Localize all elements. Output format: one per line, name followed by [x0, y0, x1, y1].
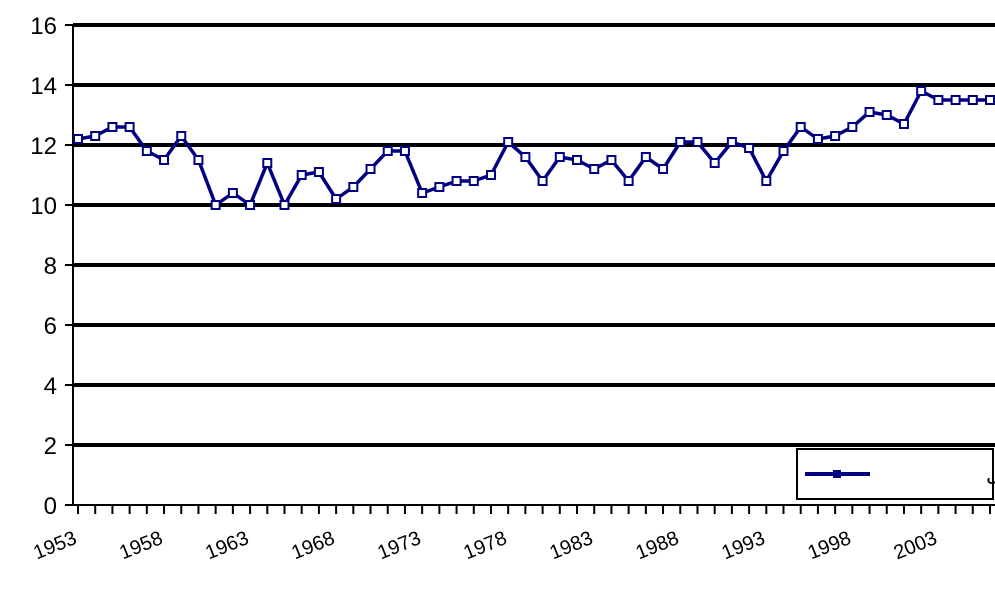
y-tick-label: 10: [30, 193, 57, 220]
x-tick-label: 1973: [375, 527, 425, 564]
data-point: [795, 122, 806, 132]
data-point: [503, 137, 514, 147]
y-tick-label: 16: [30, 13, 57, 40]
x-tick-label: 1988: [633, 527, 683, 564]
data-point: [468, 176, 479, 186]
data-point: [520, 152, 531, 162]
data-point: [348, 182, 359, 192]
y-tick-labels: 0 2 4 6 8 10 12 14 16: [30, 13, 57, 520]
data-point: [537, 176, 548, 186]
data-point: [898, 119, 909, 129]
data-point: [159, 155, 170, 165]
series-line-0: [77, 89, 990, 207]
gridlines: [73, 23, 995, 447]
data-point: [709, 158, 720, 168]
x-tick-label: 1993: [719, 527, 769, 564]
data-point: [658, 164, 669, 174]
legend-label: دمای حداقل: [986, 464, 995, 486]
data-point: [73, 134, 83, 144]
data-point: [985, 95, 995, 105]
x-tick-label: 1978: [461, 527, 511, 564]
data-point: [967, 95, 978, 105]
data-point: [176, 131, 187, 141]
y-tick-label: 14: [30, 73, 57, 100]
data-point: [881, 110, 892, 120]
data-point: [451, 176, 462, 186]
data-point: [262, 158, 273, 168]
data-point: [726, 137, 737, 147]
x-tick-label: 1963: [202, 527, 252, 564]
axes: [65, 24, 995, 514]
data-point: [331, 194, 342, 204]
data-point: [812, 134, 823, 144]
data-point: [434, 182, 445, 192]
data-point: [744, 143, 755, 153]
data-point: [675, 137, 686, 147]
data-point: [399, 146, 410, 156]
data-point: [778, 146, 789, 156]
data-point: [589, 164, 600, 174]
x-tick-label: 1998: [805, 527, 855, 564]
y-tick-label: 4: [44, 373, 57, 400]
data-point: [830, 131, 841, 141]
x-tick-labels: 1953 1958 1963 1968 1973 1978 1983 1988 1993 1998…: [30, 527, 940, 564]
data-point: [296, 170, 307, 180]
x-tick-label: 2003: [891, 527, 941, 564]
data-point: [107, 122, 118, 132]
data-point: [606, 155, 617, 165]
y-tick-label: 12: [30, 133, 57, 160]
data-point: [193, 155, 204, 165]
data-point: [761, 176, 772, 186]
x-tick-label: 1958: [116, 527, 166, 564]
y-tick-label: 2: [44, 433, 57, 460]
x-tick-label: 1983: [547, 527, 597, 564]
data-point: [640, 152, 651, 162]
data-point: [485, 170, 496, 180]
data-point: [141, 146, 152, 156]
data-point: [365, 164, 376, 174]
x-tick-label: 1953: [30, 527, 80, 564]
data-point: [916, 86, 927, 96]
data-point: [554, 152, 565, 162]
data-point: [950, 95, 961, 105]
data-point: [933, 95, 944, 105]
legend: دمای حداقل: [796, 448, 995, 500]
data-point: [572, 155, 583, 165]
data-point: [279, 200, 290, 210]
data-point: [210, 200, 221, 210]
data-point: [417, 188, 428, 198]
data-point: [382, 146, 393, 156]
data-point: [124, 122, 135, 132]
data-point: [847, 122, 858, 132]
data-point: [227, 188, 238, 198]
legend-swatch-marker: [833, 470, 841, 478]
data-point: [623, 176, 634, 186]
data-point: [692, 137, 703, 147]
data-point: [245, 200, 256, 210]
y-tick-label: 6: [44, 313, 57, 340]
y-tick-label: 0: [44, 493, 57, 520]
y-tick-label: 8: [44, 253, 57, 280]
data-point: [864, 107, 875, 117]
x-tick-label: 1968: [288, 527, 338, 564]
series-layer: [73, 86, 995, 210]
data-point: [313, 167, 324, 177]
data-point: [90, 131, 101, 141]
